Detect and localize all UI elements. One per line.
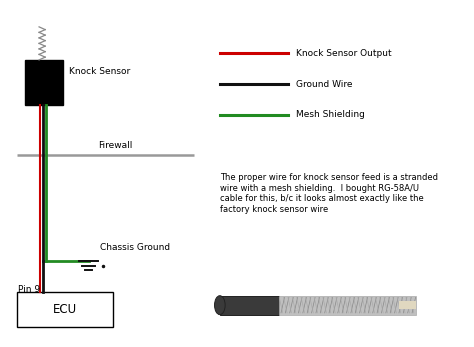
Text: Pin 9: Pin 9: [18, 285, 40, 294]
Text: Knock Sensor: Knock Sensor: [69, 67, 130, 76]
Bar: [26, 60, 63, 105]
Text: Mesh Shielding: Mesh Shielding: [296, 110, 365, 119]
Bar: [399, 302, 417, 309]
Bar: [279, 296, 417, 315]
Text: The proper wire for knock sensor feed is a stranded
wire with a mesh shielding. : The proper wire for knock sensor feed is…: [220, 174, 438, 214]
Text: Knock Sensor Output: Knock Sensor Output: [296, 49, 392, 58]
Bar: [17, 292, 113, 327]
Text: ECU: ECU: [53, 303, 77, 316]
Ellipse shape: [215, 296, 225, 315]
Bar: [220, 296, 279, 315]
Text: Chassis Ground: Chassis Ground: [100, 243, 170, 252]
Text: Firewall: Firewall: [98, 141, 132, 150]
Text: Ground Wire: Ground Wire: [296, 79, 353, 88]
